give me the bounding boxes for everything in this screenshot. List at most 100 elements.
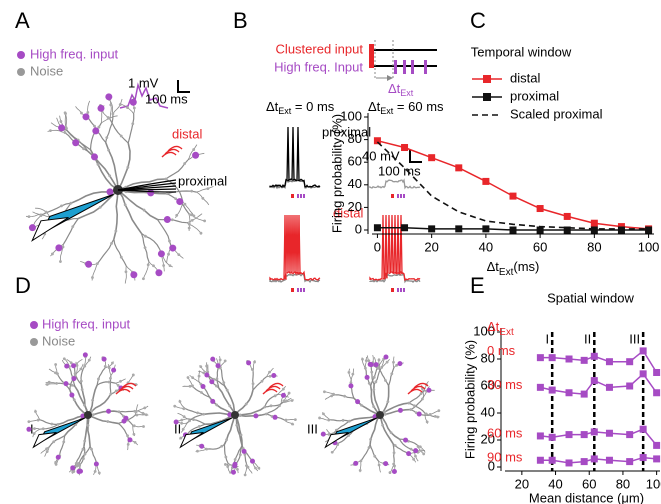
point	[626, 358, 634, 366]
y-tick-label: 100	[340, 108, 362, 123]
input-dot	[106, 188, 114, 196]
noise-dot	[200, 391, 203, 394]
noise-dot	[143, 246, 147, 250]
noise-dot	[27, 215, 31, 219]
dendrite	[379, 414, 394, 444]
point	[580, 431, 588, 439]
noise-dot	[45, 450, 49, 453]
point	[563, 226, 571, 234]
scale-bar	[409, 150, 422, 163]
soma	[376, 411, 384, 419]
noise-dot	[106, 420, 110, 423]
noise-dot	[199, 365, 203, 369]
noise-dot	[358, 468, 362, 472]
dendrite	[177, 412, 188, 420]
scale-label: 100 ms	[378, 163, 421, 178]
scale-label: 40 mV	[362, 148, 400, 163]
y-tick-label: 20	[481, 431, 495, 446]
dendrite	[43, 202, 72, 215]
noise-dot	[182, 407, 186, 411]
noise-dot	[91, 276, 94, 279]
input-dot	[397, 407, 403, 413]
noise-dot	[86, 424, 90, 427]
dendrite	[252, 371, 254, 391]
dendrite	[330, 419, 350, 422]
noise-dot	[385, 360, 389, 364]
noise-dot	[123, 203, 127, 207]
noise-dot	[111, 361, 114, 365]
point	[482, 177, 490, 185]
noise-dot	[215, 377, 219, 381]
soma	[231, 411, 239, 419]
noise-dot	[117, 410, 121, 414]
point	[580, 458, 588, 466]
dendrite	[39, 419, 59, 425]
series-label: 60 ms	[487, 425, 523, 440]
noise-dot	[119, 379, 122, 383]
input-dot	[93, 461, 99, 467]
noise-dot	[322, 412, 325, 416]
noise-dot	[52, 440, 56, 444]
series-line	[540, 428, 658, 446]
noise-dot	[257, 466, 261, 470]
noise-dot	[41, 427, 45, 431]
dendrite	[113, 239, 127, 267]
dendrite	[40, 446, 50, 454]
distal-input	[118, 385, 134, 392]
x-tick-label: 100	[646, 476, 661, 491]
noise-dot	[133, 440, 137, 444]
dendrite	[379, 414, 400, 440]
noise-dot	[97, 377, 100, 381]
noise-dot	[54, 363, 58, 366]
noise-dot	[372, 405, 376, 409]
point	[590, 352, 598, 360]
distal-input	[161, 151, 177, 158]
y-tick-label: 100	[473, 323, 495, 338]
legend-label: proximal	[510, 88, 559, 103]
noise-dot	[222, 381, 226, 385]
input-dot	[163, 216, 171, 224]
noise-dot	[205, 364, 209, 368]
noise-dot	[347, 371, 351, 374]
noise-dot	[260, 379, 264, 383]
point	[605, 358, 613, 366]
label: Ext	[278, 106, 292, 116]
label: proximal	[322, 124, 371, 139]
noise-dot	[226, 465, 230, 469]
stim	[291, 288, 294, 292]
noise-dot	[238, 453, 242, 457]
noise-dot	[186, 376, 190, 379]
legend-dot	[17, 68, 25, 76]
voltage-trace	[269, 126, 321, 188]
noise-dot	[107, 380, 111, 384]
noise-dot	[349, 381, 353, 385]
point	[580, 356, 588, 364]
input-dot	[230, 469, 236, 475]
noise-dot	[62, 357, 66, 361]
input-dot	[101, 356, 107, 362]
neuron	[173, 356, 297, 477]
schematic	[369, 44, 374, 68]
dendrite	[80, 446, 86, 465]
series-line	[540, 349, 658, 373]
dendrite	[408, 402, 426, 414]
input-dot	[55, 244, 63, 252]
noise-dot	[201, 196, 205, 200]
noise-dot	[372, 388, 376, 392]
x-tick-label: 0	[374, 239, 381, 254]
noise-dot	[228, 404, 232, 408]
x-tick-label: 80	[587, 239, 601, 254]
dendrite	[264, 402, 284, 408]
noise-dot	[132, 432, 136, 436]
point	[626, 458, 634, 466]
panel-letter: B	[233, 8, 248, 33]
noise-dot	[114, 229, 118, 233]
y-tick-label: 60	[348, 154, 362, 169]
noise-dot	[183, 162, 187, 165]
stim	[303, 194, 305, 198]
noise-dot	[367, 381, 371, 385]
noise-dot	[63, 111, 67, 115]
noise-dot	[34, 410, 37, 413]
noise-dot	[413, 404, 416, 408]
